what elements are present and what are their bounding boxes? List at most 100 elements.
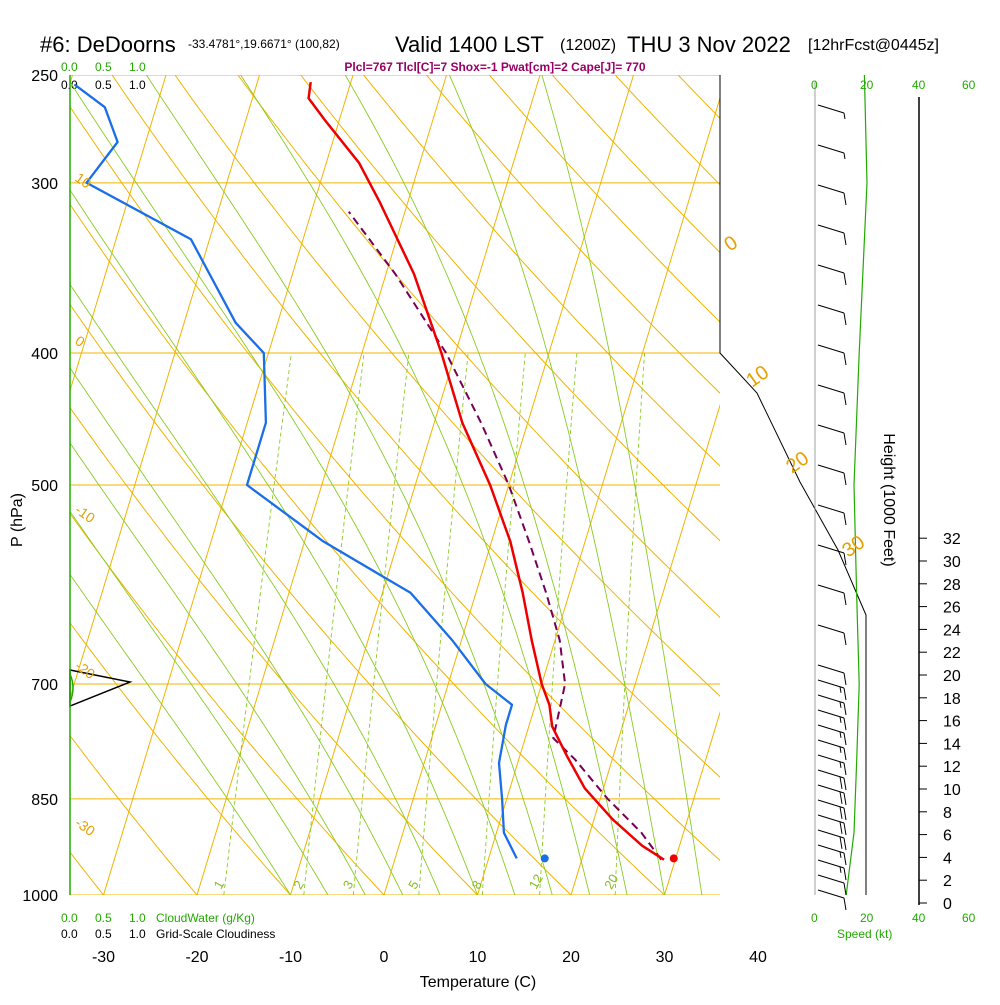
right-adiabat-label: 30 <box>838 531 869 562</box>
dry-adiabat <box>0 75 10 895</box>
cloudwater-label: CloudWater (g/Kg) <box>156 911 255 925</box>
wind-barb-flag <box>844 898 846 910</box>
wind-barb-flag <box>844 868 846 880</box>
wind-barb-flag <box>844 433 846 445</box>
dry-adiabat-label: 0 <box>72 332 88 350</box>
mixing-ratio-label: 2 <box>290 878 307 892</box>
wind-barb-flag <box>844 233 846 245</box>
wind-barb-staff <box>818 665 844 673</box>
wind-barb <box>818 665 846 685</box>
wind-barb-staff <box>818 265 844 273</box>
wind-barb-staff <box>818 385 844 393</box>
wind-bottom-tick-0: 0 <box>811 911 818 925</box>
parcel-curve <box>349 212 661 860</box>
wind-barb-flag <box>840 837 842 849</box>
wind-barb-half <box>840 867 841 873</box>
pressure-tick-500: 500 <box>31 478 58 495</box>
wind-barb-staff <box>818 505 844 513</box>
zulu-time: (1200Z) <box>560 37 616 54</box>
height-tick-10: 10 <box>943 782 961 799</box>
wind-top-tick-0: 0 <box>811 78 818 92</box>
wind-barb-flag <box>844 883 846 895</box>
wind-barb <box>818 860 846 880</box>
height-tick-2: 2 <box>943 873 952 890</box>
height-tick-20: 20 <box>943 668 961 685</box>
wind-barb-staff <box>818 625 844 633</box>
top-cloudiness-scale: 0.0 0.5 1.0 <box>61 78 146 92</box>
wind-barb-staff <box>818 105 844 113</box>
cloudiness-spike <box>70 670 130 706</box>
wind-speed-profile <box>846 75 867 895</box>
right-adiabat-label: 10 <box>742 361 773 392</box>
wind-barb-staff <box>818 425 844 433</box>
temperature-tick--30: -30 <box>92 949 115 966</box>
pressure-tick-250: 250 <box>31 68 58 85</box>
wind-top-tick-2: 40 <box>912 78 926 92</box>
wind-barb-flag <box>844 633 846 645</box>
pressure-axis-label: P (hPa) <box>9 493 26 547</box>
wind-bottom-tick-1: 20 <box>860 911 874 925</box>
mixing-ratio-line <box>615 353 644 895</box>
pressure-tick-1000: 1000 <box>22 888 58 905</box>
wind-scale-top: 0 20 40 60 <box>811 78 976 92</box>
height-tick-24: 24 <box>943 622 961 639</box>
wind-barb <box>818 305 846 325</box>
wind-scale-bottom: 0 20 40 60 Speed (kt) <box>811 911 976 941</box>
wind-panel <box>815 75 867 910</box>
wind-barb-half <box>840 732 841 738</box>
wind-barb-staff <box>818 585 844 593</box>
wind-bottom-tick-3: 60 <box>962 911 976 925</box>
height-tick-22: 22 <box>943 645 961 662</box>
temperature-tick--10: -10 <box>279 949 302 966</box>
wind-barb <box>818 465 846 485</box>
height-tick-28: 28 <box>943 577 961 594</box>
bottom-cw-tick-1: 0.5 <box>95 911 112 925</box>
top-cw-tick-0: 0.0 <box>61 60 78 74</box>
height-tick-30: 30 <box>943 554 961 571</box>
wind-barb-flag <box>844 688 846 700</box>
mixing-ratio-label: 12 <box>526 872 546 892</box>
wind-barb-flag <box>844 763 846 775</box>
wind-barb-flag <box>840 792 842 804</box>
wind-barb-flag <box>844 808 846 820</box>
wind-barb-staff <box>818 225 844 233</box>
forecast-date: THU 3 Nov 2022 <box>627 32 791 57</box>
height-tick-26: 26 <box>943 600 961 617</box>
wind-barb <box>818 890 846 910</box>
wind-barb-flag <box>844 273 846 285</box>
wind-barb <box>818 385 846 405</box>
mixing-ratio-line <box>304 353 364 895</box>
wind-barb-flag <box>844 838 846 850</box>
bottom-cl-tick-1: 0.5 <box>95 927 112 941</box>
right-adiabat-label: 20 <box>782 447 813 478</box>
wind-barb-flag <box>844 853 846 865</box>
wind-bottom-tick-2: 40 <box>912 911 926 925</box>
wind-barb-flag <box>844 673 846 685</box>
wind-barb <box>818 710 846 730</box>
dry-adiabat-label: -30 <box>72 814 98 839</box>
mixing-ratio-line <box>224 353 292 895</box>
mixing-ratio-label: 3 <box>340 878 357 892</box>
station-coords: -33.4781°,19.6671° (100,82) <box>188 37 340 51</box>
temperature-tick-20: 20 <box>562 949 580 966</box>
wind-barb-half <box>840 687 841 693</box>
top-cw-tick-2: 1.0 <box>129 60 146 74</box>
wind-barb-flag <box>844 718 846 730</box>
wind-barb <box>818 875 846 895</box>
wind-barb <box>818 680 846 700</box>
isotherm <box>758 75 1000 895</box>
height-tick-8: 8 <box>943 805 952 822</box>
height-tick-12: 12 <box>943 759 961 776</box>
wind-barb-flag <box>844 313 846 325</box>
temperature-curve <box>309 82 664 860</box>
mixing-ratio-label: 1 <box>210 878 227 892</box>
wind-barb-flag <box>840 777 842 789</box>
station-title: #6: DeDoorns <box>40 32 176 57</box>
wind-barb-flag <box>844 353 846 365</box>
forecast-run: [12hrFcst@0445z] <box>808 37 939 54</box>
temperature-tick--20: -20 <box>185 949 208 966</box>
wind-barb-flag <box>844 593 846 605</box>
wind-barb <box>818 345 846 365</box>
